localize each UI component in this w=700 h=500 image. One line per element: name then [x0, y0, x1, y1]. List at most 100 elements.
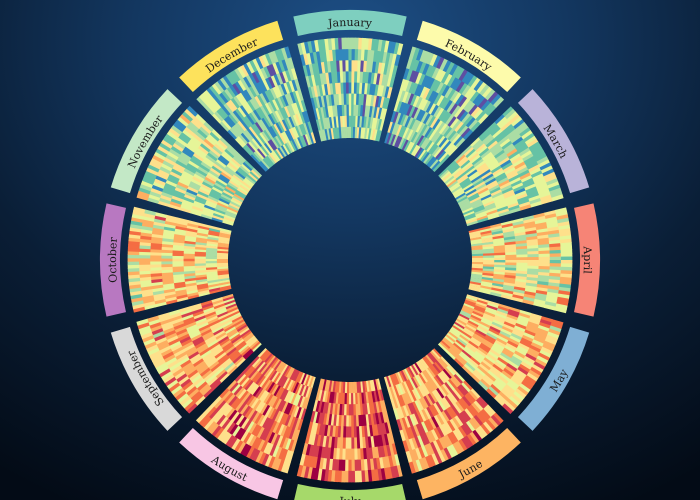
heatmap-cell	[262, 78, 271, 91]
heatmap-cell	[303, 110, 310, 123]
heatmap-cell	[310, 97, 316, 110]
heatmap-cell	[222, 343, 234, 353]
heatmap-cell	[502, 189, 515, 197]
heatmap-cell	[255, 450, 264, 463]
heatmap-cell	[409, 46, 417, 59]
heatmap-cell	[246, 381, 256, 393]
heatmap-cell	[483, 255, 495, 259]
heatmap-cell	[233, 355, 245, 366]
heatmap-cell	[183, 255, 195, 259]
heatmap-cell	[185, 230, 198, 235]
heatmap-cell	[176, 136, 188, 147]
heatmap-cell	[375, 390, 380, 403]
heatmap-cell	[232, 194, 244, 203]
heatmap-cell	[438, 357, 449, 368]
heatmap-cell	[348, 93, 352, 105]
heatmap-cell	[502, 228, 515, 234]
heatmap-cell	[238, 133, 249, 145]
heatmap-cell	[243, 88, 253, 101]
heatmap-cell	[391, 64, 398, 77]
heatmap-cell	[406, 57, 414, 70]
heatmap-cell	[237, 66, 247, 79]
heatmap-cell	[317, 401, 323, 413]
heatmap-cell	[448, 347, 460, 357]
heatmap-cell	[306, 387, 313, 399]
heatmap-cell	[243, 393, 253, 405]
heatmap-cell	[242, 348, 253, 359]
heatmap-cell	[430, 91, 440, 104]
heatmap-cell	[338, 48, 343, 61]
heatmap-cell	[275, 61, 283, 74]
heatmap-cell	[226, 206, 239, 213]
heatmap-cell	[230, 111, 241, 123]
heatmap-cell	[511, 116, 523, 127]
heatmap-cell	[245, 142, 256, 153]
heatmap-cell	[180, 201, 193, 209]
heatmap-cell	[238, 92, 248, 104]
heatmap-cell	[348, 415, 352, 427]
heatmap-cell	[328, 127, 333, 140]
heatmap-cell	[368, 402, 373, 415]
heatmap-cell	[459, 311, 471, 319]
heatmap-cell	[176, 296, 189, 303]
heatmap-cell	[237, 343, 249, 354]
heatmap-cell	[258, 362, 268, 374]
heatmap-cell	[503, 164, 515, 173]
heatmap-cell	[268, 383, 277, 395]
heatmap-cell	[183, 265, 195, 269]
heatmap-cell	[490, 414, 502, 426]
heatmap-cell	[216, 256, 229, 260]
heatmap-cell	[236, 373, 247, 385]
heatmap-cell	[475, 367, 486, 378]
month-heatmap-march	[438, 106, 564, 227]
heatmap-cell	[352, 404, 356, 416]
heatmap-cell	[494, 198, 507, 206]
heatmap-cell	[344, 393, 347, 405]
heatmap-cell	[168, 127, 181, 138]
heatmap-cell	[505, 169, 518, 178]
heatmap-cell	[180, 311, 193, 319]
heatmap-cell	[529, 344, 542, 354]
heatmap-cell	[426, 353, 436, 364]
heatmap-cell	[206, 315, 218, 323]
heatmap-cell	[455, 192, 467, 201]
heatmap-cell	[267, 153, 276, 165]
heatmap-cell	[346, 393, 349, 405]
heatmap-cell	[194, 378, 206, 389]
heatmap-cell	[205, 154, 217, 164]
heatmap-cell	[252, 385, 262, 397]
heatmap-cell	[547, 331, 560, 340]
heatmap-cell	[285, 366, 294, 379]
heatmap-cell	[466, 433, 477, 446]
heatmap-cell	[264, 102, 273, 114]
heatmap-cell	[407, 93, 415, 105]
heatmap-cell	[450, 165, 461, 175]
heatmap-cell	[369, 380, 374, 392]
heatmap-cell	[350, 381, 354, 394]
heatmap-cell	[494, 262, 506, 266]
heatmap-cell	[257, 68, 266, 81]
heatmap-cell	[294, 382, 301, 395]
heatmap-cell	[306, 52, 313, 65]
heatmap-cell	[152, 292, 165, 299]
heatmap-cell	[234, 372, 245, 383]
heatmap-cell	[402, 369, 410, 381]
heatmap-cell	[269, 138, 278, 150]
heatmap-cell	[549, 249, 562, 255]
heatmap-cell	[271, 358, 281, 370]
heatmap-cell	[472, 204, 485, 212]
heatmap-cell	[365, 116, 370, 129]
heatmap-cell	[281, 401, 289, 414]
heatmap-cell	[184, 237, 197, 243]
heatmap-cell	[206, 171, 219, 181]
heatmap-cell	[222, 405, 233, 417]
heatmap-cell	[485, 138, 497, 148]
heatmap-cell	[229, 159, 240, 169]
heatmap-cell	[518, 201, 531, 208]
heatmap-cell	[233, 319, 245, 327]
heatmap-cell	[471, 312, 483, 320]
heatmap-cell	[454, 321, 466, 330]
heatmap-cell	[471, 271, 483, 276]
heatmap-cell	[204, 176, 216, 185]
heatmap-cell	[169, 340, 181, 349]
